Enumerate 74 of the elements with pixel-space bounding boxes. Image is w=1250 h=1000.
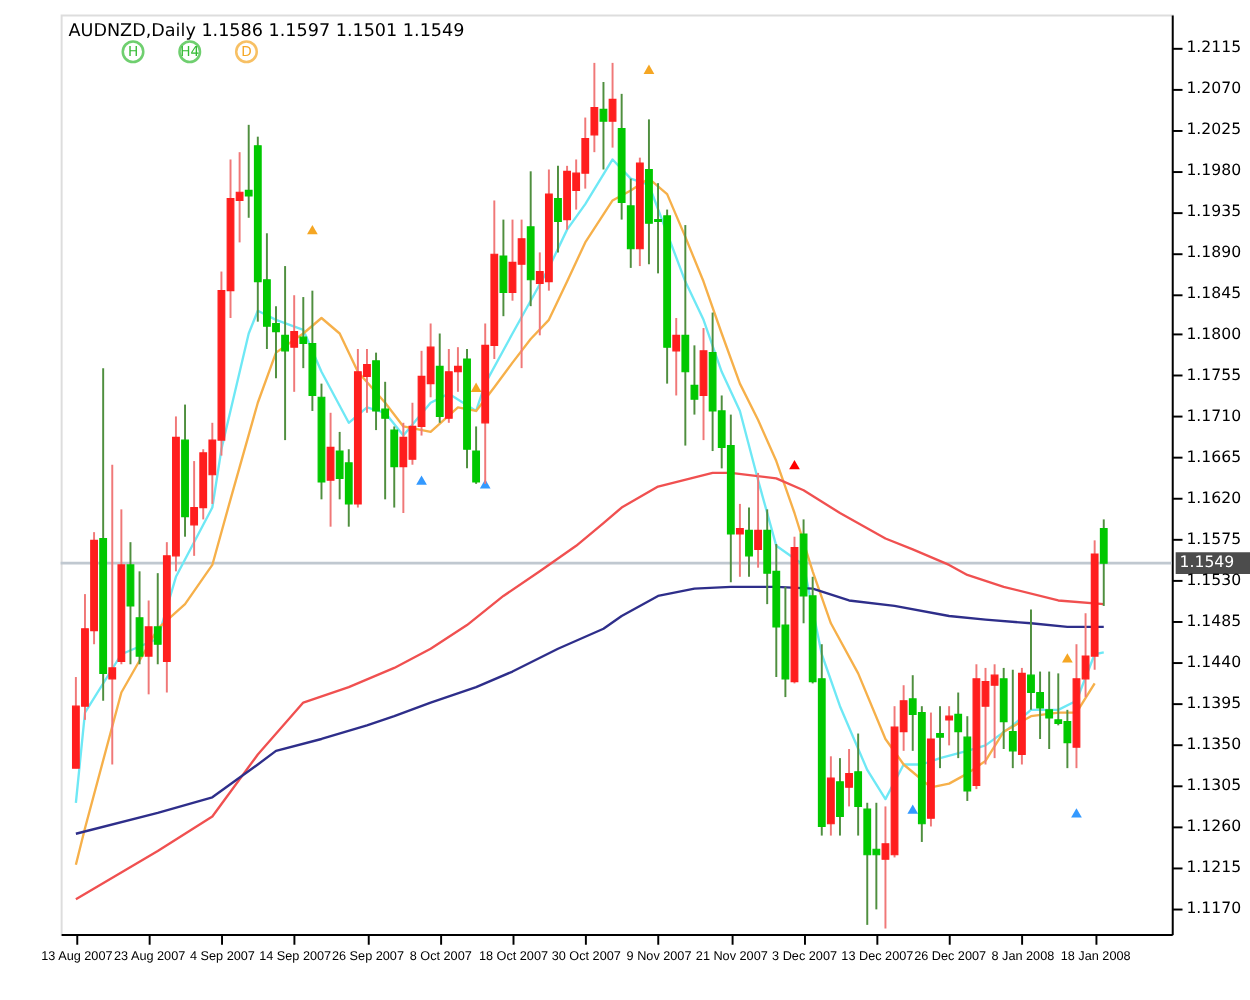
y-tick-label: 1.1800 xyxy=(1186,325,1242,344)
y-tick-label: 1.2070 xyxy=(1186,79,1242,98)
candlestick xyxy=(699,327,708,442)
candlestick xyxy=(626,177,635,269)
candlestick xyxy=(672,317,681,397)
candlestick xyxy=(599,81,608,171)
candlestick xyxy=(608,61,617,149)
candlestick xyxy=(990,663,999,760)
candlestick xyxy=(854,732,863,837)
candlestick xyxy=(735,502,744,578)
y-tick-label: 1.1935 xyxy=(1186,202,1242,221)
candlestick xyxy=(745,506,753,578)
y-tick-label: 1.1485 xyxy=(1186,612,1242,631)
candlestick xyxy=(936,705,944,770)
candlestick xyxy=(999,666,1008,750)
point xyxy=(1062,653,1073,663)
y-tick-label: 1.1665 xyxy=(1186,448,1242,467)
candlestick xyxy=(954,691,963,760)
candlestick xyxy=(826,755,835,837)
point xyxy=(1071,808,1082,818)
candlestick xyxy=(290,294,299,393)
candlestick xyxy=(144,599,153,696)
y-tick-label: 1.1890 xyxy=(1186,243,1242,262)
candlestick xyxy=(554,164,562,254)
candlestick xyxy=(681,224,690,447)
y-tick-label: 1.1305 xyxy=(1186,776,1242,795)
candlestick xyxy=(153,572,162,666)
candlestick xyxy=(945,705,954,747)
candlestick xyxy=(135,570,144,666)
y-tick-label: 1.1530 xyxy=(1186,571,1242,590)
y-tick-label: 1.1620 xyxy=(1186,489,1242,508)
candlestick xyxy=(863,801,872,926)
point xyxy=(643,64,655,74)
point xyxy=(307,224,318,235)
candlestick xyxy=(472,425,481,485)
candlestick xyxy=(1008,668,1017,770)
y-tick-label: 1.1395 xyxy=(1186,694,1242,713)
y-tick-label: 1.1260 xyxy=(1186,817,1242,836)
y-tick-label: 1.1575 xyxy=(1186,530,1242,549)
candlestick xyxy=(590,61,599,154)
line-series xyxy=(74,585,1105,835)
y-tick-label: 1.1215 xyxy=(1186,858,1242,877)
candlestick xyxy=(344,448,353,528)
candlestick xyxy=(754,471,763,569)
y-tick-label: 1.1845 xyxy=(1186,284,1242,303)
chart-title: AUDNZD,Daily 1.1586 1.1597 1.1501 1.1549 xyxy=(68,22,465,43)
candlestick xyxy=(1045,670,1054,750)
candlestick xyxy=(390,425,399,509)
candlestick xyxy=(1099,518,1108,607)
point xyxy=(470,382,482,392)
ref-line-label: 1.1549 xyxy=(1179,553,1235,572)
line-series xyxy=(74,471,1105,901)
candlestick xyxy=(845,748,853,808)
candlestick xyxy=(499,218,508,318)
y-tick-label: 1.1350 xyxy=(1186,735,1242,754)
point xyxy=(907,804,919,814)
y-tick-label: 1.1440 xyxy=(1186,653,1242,672)
candlestick xyxy=(836,757,844,837)
y-tick-label: 1.1980 xyxy=(1186,161,1242,180)
candlestick xyxy=(281,265,290,442)
y-tick-label: 1.1170 xyxy=(1186,899,1242,918)
y-tick-label: 1.1755 xyxy=(1186,366,1242,385)
candlestick xyxy=(108,463,117,766)
candlestick xyxy=(326,411,335,528)
candlestick xyxy=(517,218,526,370)
point xyxy=(416,475,427,485)
y-tick-label: 1.2115 xyxy=(1186,38,1242,57)
y-tick-label: 1.1710 xyxy=(1186,407,1242,426)
candlestick xyxy=(690,344,699,416)
candlestick xyxy=(399,421,408,514)
point xyxy=(789,460,800,470)
candlestick xyxy=(126,541,135,666)
candlestick xyxy=(190,460,199,557)
y-tick-label: 1.2025 xyxy=(1186,120,1242,139)
